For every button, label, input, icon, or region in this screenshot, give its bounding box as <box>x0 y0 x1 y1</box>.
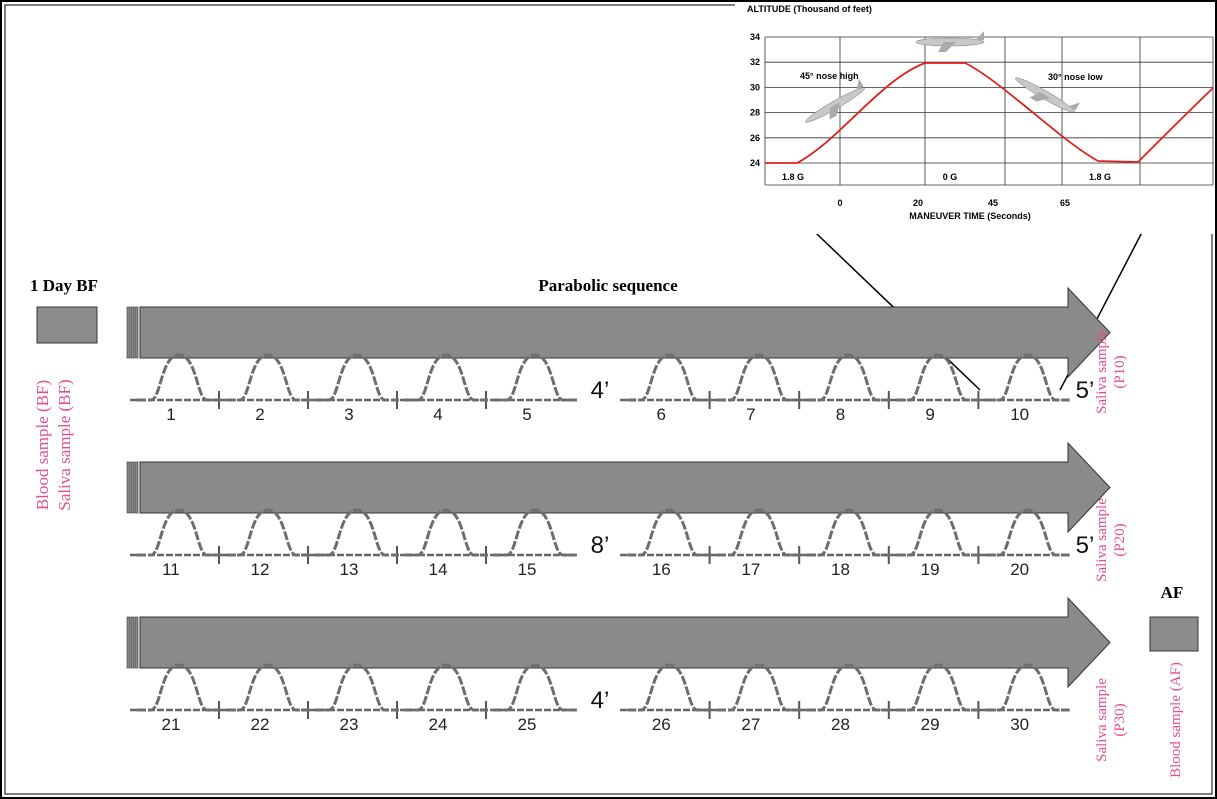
left-sample: Blood sample (BF) <box>33 380 52 510</box>
parabola-number: 20 <box>1010 560 1029 579</box>
parabola-curve <box>627 508 1070 557</box>
inset-y-tick: 30 <box>750 82 760 92</box>
inset-phase: 1.8 G <box>1089 172 1111 182</box>
parabola-number: 10 <box>1010 405 1029 424</box>
pause-label: 4’ <box>591 377 610 404</box>
inset-x-tick: 65 <box>1060 198 1070 208</box>
inset-x-tick: 20 <box>913 198 923 208</box>
arrow-stripe <box>134 461 139 514</box>
parabola-number: 17 <box>741 560 760 579</box>
inset-y-tick: 28 <box>750 108 760 118</box>
inset-y-tick: 34 <box>750 32 760 42</box>
pause-label: 8’ <box>591 532 610 559</box>
parabola-number: 11 <box>162 560 180 579</box>
arrow-stripe <box>126 616 131 669</box>
parabola-number: 5 <box>522 405 531 424</box>
airplane-icon <box>1015 77 1080 113</box>
inset-y-tick: 32 <box>750 57 760 67</box>
inset-x-tick: 45 <box>988 198 998 208</box>
parabola-curve <box>627 663 1070 712</box>
parabola-number: 16 <box>652 560 671 579</box>
airplane-wing <box>829 102 841 120</box>
airplane-icon <box>915 31 985 52</box>
parabola-number: 8 <box>836 405 845 424</box>
inset-chart: ALTITUDE (Thousand of feet) MANEUVER TIM… <box>735 2 1215 234</box>
parabola-number: 1 <box>166 405 175 424</box>
parabola-number: 2 <box>255 405 264 424</box>
parabola-number: 4 <box>433 405 442 424</box>
parabola-number: 29 <box>921 715 940 734</box>
right-title: AF <box>1161 583 1184 602</box>
right-sample: Blood sample (AF) <box>1168 662 1184 778</box>
arrow-stripe <box>130 616 135 669</box>
saliva-sample: Saliva sample <box>1094 330 1110 414</box>
parabola-curve <box>627 353 1070 402</box>
altitude-curve <box>765 62 1214 164</box>
parabola-number: 22 <box>250 715 269 734</box>
parabola-number: 27 <box>741 715 760 734</box>
left-sample: Saliva sample (BF) <box>55 379 74 510</box>
parabola-number: 30 <box>1010 715 1029 734</box>
saliva-sample: (P10) <box>1112 355 1128 388</box>
parabola-curve <box>136 508 577 557</box>
saliva-sample: (P20) <box>1112 523 1128 556</box>
airplane-wing <box>938 42 956 52</box>
parabola-number: 7 <box>746 405 755 424</box>
left-box <box>36 306 98 344</box>
sequence-arrow <box>139 441 1111 534</box>
parabola-number: 6 <box>657 405 666 424</box>
left-title: 1 Day BF <box>30 276 98 295</box>
rows: 1 2 3 4 5 6 7 8 9 104’ 5’ Saliva sample (P10)11 12 13 1… <box>126 286 1128 762</box>
parabola-number: 26 <box>652 715 671 734</box>
inset-x-tick: 0 <box>837 198 842 208</box>
sequence-title: Parabolic sequence <box>538 276 678 295</box>
parabola-number: 3 <box>344 405 353 424</box>
arrow-stripe <box>130 306 135 359</box>
saliva-sample: (P30) <box>1112 703 1128 736</box>
right-box <box>1149 616 1199 652</box>
parabola-number: 19 <box>921 560 940 579</box>
arrow-stripe <box>126 461 131 514</box>
parabola-number: 21 <box>161 715 180 734</box>
arrow-stripe <box>134 616 139 669</box>
inset-y-tick: 24 <box>750 158 760 168</box>
parabola-number: 24 <box>428 715 447 734</box>
parabola-number: 28 <box>831 715 850 734</box>
inset-phase: 0 G <box>943 172 958 182</box>
frame-inner <box>4 4 1213 795</box>
inset-x-title: MANEUVER TIME (Seconds) <box>909 211 1031 221</box>
airplane-wing <box>1029 92 1051 102</box>
inset-y-title: ALTITUDE (Thousand of feet) <box>747 4 872 14</box>
inset-y-tick: 26 <box>750 133 760 143</box>
pause-label: 4’ <box>591 687 610 714</box>
arrow-stripe <box>130 461 135 514</box>
saliva-sample: Saliva sample <box>1094 678 1110 762</box>
parabola-curve <box>136 353 577 402</box>
inset-annotation: 45° nose high <box>800 71 859 81</box>
parabola-number: 15 <box>517 560 536 579</box>
airplane-tail <box>976 31 984 40</box>
pause-label: 5’ <box>1076 377 1095 404</box>
parabola-number: 13 <box>339 560 358 579</box>
parabola-number: 12 <box>250 560 269 579</box>
saliva-sample: Saliva sample <box>1094 498 1110 582</box>
parabola-number: 18 <box>831 560 850 579</box>
pause-label: 5’ <box>1076 532 1095 559</box>
inset-annotation: 30° nose low <box>1048 72 1104 82</box>
parabola-number: 23 <box>339 715 358 734</box>
airplane-tail <box>1068 102 1080 111</box>
inset-phase: 1.8 G <box>782 172 804 182</box>
arrow-stripe <box>126 306 131 359</box>
airplane-icon <box>805 78 865 123</box>
parabola-number: 25 <box>517 715 536 734</box>
sequence-arrow <box>139 286 1111 379</box>
parabola-number: 14 <box>428 560 447 579</box>
sequence-arrow <box>139 596 1111 689</box>
parabola-number: 9 <box>925 405 934 424</box>
airplane-tail <box>856 78 864 91</box>
parabola-curve <box>136 663 577 712</box>
arrow-stripe <box>134 306 139 359</box>
